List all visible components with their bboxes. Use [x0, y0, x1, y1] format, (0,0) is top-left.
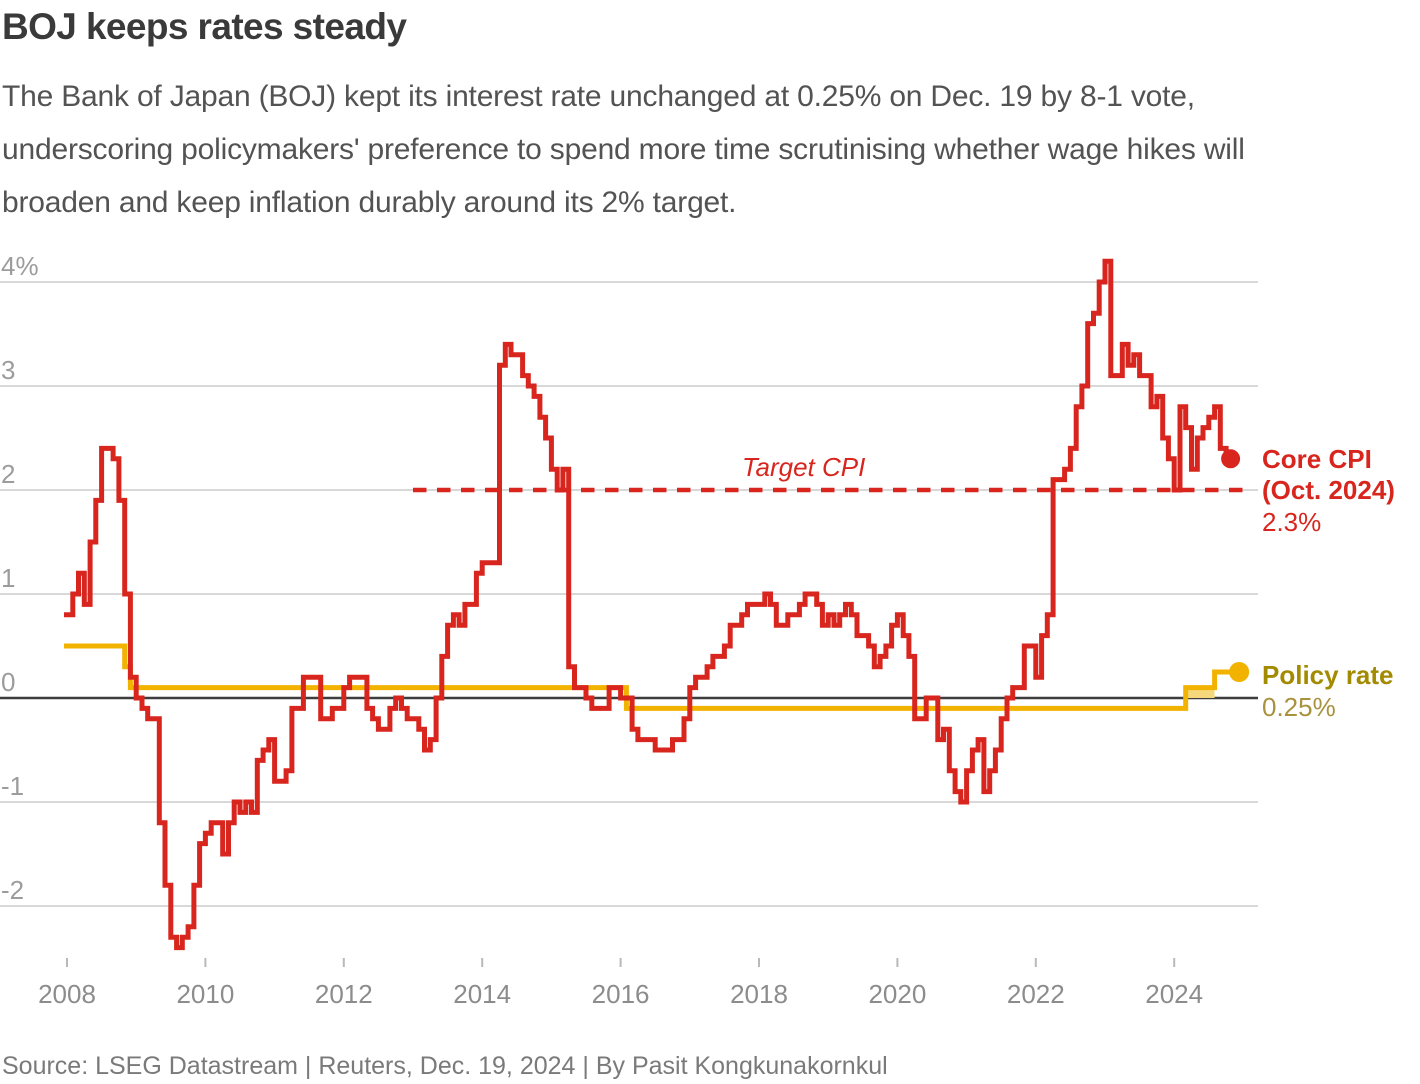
x-tick-label: 2016 — [591, 979, 650, 1009]
y-tick-label: -1 — [1, 771, 25, 801]
y-tick-label: 2 — [1, 459, 16, 489]
policy-rate-line — [64, 643, 1242, 711]
x-tick-label: 2018 — [730, 979, 788, 1009]
chart-subtitle: The Bank of Japan (BOJ) kept its interes… — [2, 80, 1245, 219]
y-tick-label: -2 — [1, 875, 25, 905]
target-cpi-annotation: Target CPI — [742, 452, 866, 482]
x-tick-label: 2014 — [453, 979, 512, 1009]
page-title: BOJ keeps rates steady — [2, 6, 407, 47]
source-attribution: Source: LSEG Datastream | Reuters, Dec. … — [2, 1052, 888, 1080]
x-tick-label: 2022 — [1006, 979, 1065, 1009]
x-tick-label: 2020 — [868, 979, 927, 1009]
y-tick-label: 3 — [1, 355, 16, 385]
y-tick-label: 1 — [1, 563, 16, 593]
policy-rate-latest-value: 0.25% — [1262, 692, 1336, 722]
x-tick-label: 2012 — [314, 979, 373, 1009]
policy-rate-end-dot — [1229, 662, 1250, 682]
y-tick-label: 0 — [1, 667, 16, 697]
x-tick-label: 2010 — [176, 979, 235, 1009]
policy-rate-band — [1185, 687, 1215, 698]
x-tick-label: 2024 — [1145, 979, 1204, 1009]
x-tick-label: 2008 — [38, 979, 96, 1009]
core-cpi-line — [64, 258, 1231, 951]
core-cpi-annotation: Core CPI (Oct. 2024) — [1262, 444, 1395, 505]
y-tick-label: 4% — [1, 251, 39, 281]
policy-rate-annotation: Policy rate — [1262, 660, 1394, 690]
core-cpi-latest-value: 2.3% — [1262, 507, 1322, 537]
core-cpi-end-dot — [1221, 449, 1241, 469]
